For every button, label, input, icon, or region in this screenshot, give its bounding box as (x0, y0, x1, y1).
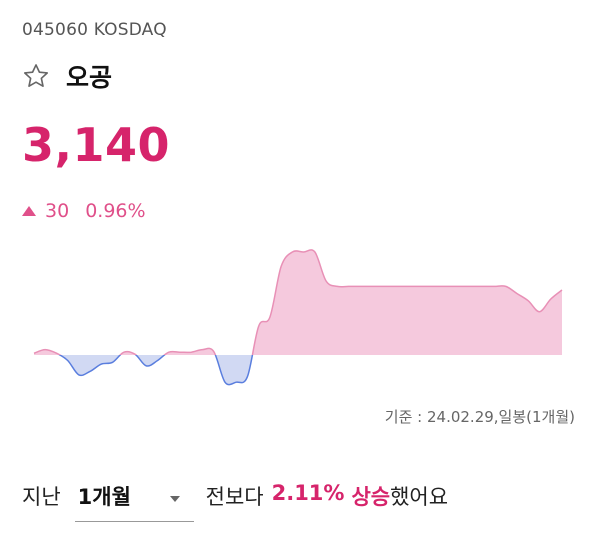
summary-direction: 상승 (351, 485, 391, 509)
data-point (135, 354, 136, 355)
data-point (90, 371, 91, 372)
change-rate: 0.96% (85, 200, 146, 222)
summary-suffix: 했어요 (390, 485, 449, 509)
data-point (258, 326, 259, 327)
data-point (505, 286, 506, 287)
data-point (101, 364, 102, 365)
data-point (359, 286, 360, 287)
data-point (146, 365, 147, 366)
data-point (561, 289, 562, 290)
data-point (33, 353, 34, 354)
price-area-chart (33, 249, 563, 386)
data-point (168, 352, 169, 353)
data-point (404, 286, 405, 287)
data-point (269, 317, 270, 318)
title-row: 오공 (22, 58, 112, 94)
summary-percent: 2.11% (271, 481, 345, 505)
data-point (483, 286, 484, 287)
data-point (202, 349, 203, 350)
data-point (67, 360, 68, 361)
data-point (236, 382, 237, 383)
caret-down-icon (169, 495, 180, 502)
data-point (337, 286, 338, 287)
data-point (157, 360, 158, 361)
data-point (292, 251, 293, 252)
data-point (78, 374, 79, 375)
up-triangle-icon (22, 206, 36, 216)
data-point (191, 352, 192, 353)
star-outline-icon[interactable] (22, 62, 50, 90)
data-point (393, 286, 394, 287)
positive-line (33, 249, 563, 356)
chart-basis-text: 기준 : 24.02.29,일봉(1개월) (384, 408, 575, 426)
data-point (494, 286, 495, 287)
data-point (427, 286, 428, 287)
period-select[interactable]: 1개월 (74, 478, 194, 522)
data-point (528, 300, 529, 301)
period-summary: 지난 1개월 전보다 2.11% 상승 했어요 (22, 478, 448, 522)
data-point (123, 352, 124, 353)
period-value: 1개월 (77, 485, 131, 509)
summary-prefix: 지난 (22, 485, 61, 509)
data-point (247, 376, 248, 377)
data-point (224, 382, 225, 383)
data-point (370, 286, 371, 287)
data-point (303, 251, 304, 252)
data-point (179, 352, 180, 353)
price-change: 30 0.96% (22, 200, 146, 222)
current-price: 3,140 (22, 118, 171, 172)
data-point (438, 286, 439, 287)
data-point (213, 351, 214, 352)
data-point (449, 286, 450, 287)
data-point (415, 286, 416, 287)
data-point (314, 251, 315, 252)
stock-code: 045060 KOSDAQ (22, 20, 167, 40)
data-point (326, 280, 327, 281)
data-point (550, 298, 551, 299)
positive-area (34, 249, 562, 356)
data-point (348, 286, 349, 287)
data-point (472, 286, 473, 287)
data-point (382, 286, 383, 287)
data-point (460, 286, 461, 287)
data-point (539, 311, 540, 312)
negative-area (60, 355, 253, 385)
data-point (112, 362, 113, 363)
data-point (281, 266, 282, 267)
data-point (45, 349, 46, 350)
change-value: 30 (45, 200, 70, 222)
data-point (56, 353, 57, 354)
data-point (517, 293, 518, 294)
stock-name: 오공 (66, 63, 113, 92)
summary-middle: 전보다 (205, 485, 264, 509)
